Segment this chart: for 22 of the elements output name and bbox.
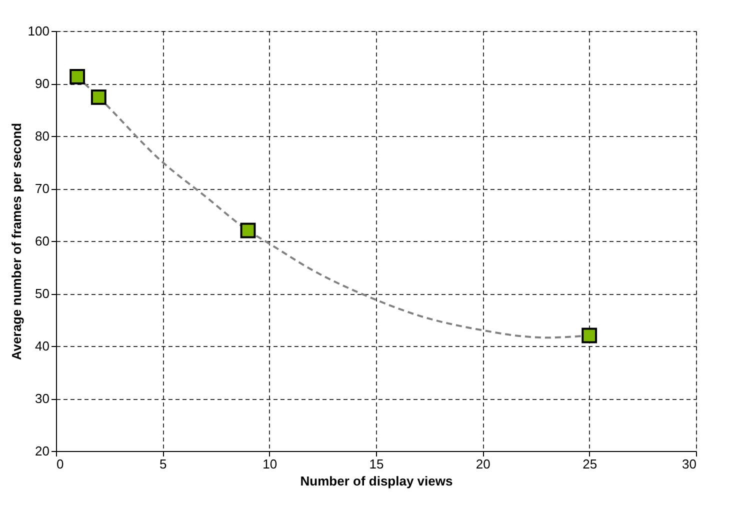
point	[240, 222, 256, 238]
y-tick-label: 30	[35, 391, 50, 406]
y-tick-label: 90	[35, 76, 50, 91]
x-axis-title: Number of display views	[300, 474, 453, 488]
y-axis-title: Average number of frames per second	[8, 122, 24, 360]
x-tick-label: 25	[582, 456, 598, 472]
x-tick-label: 15	[369, 456, 384, 472]
y-tick-label: 70	[35, 181, 50, 196]
y-tick-label: 80	[35, 128, 50, 144]
point	[582, 328, 598, 344]
point	[70, 68, 86, 84]
x-tick-label: 30	[682, 456, 696, 472]
x-tick-label: 0	[56, 456, 64, 472]
y-tick-label: 40	[35, 338, 50, 354]
y-tick-label: 50	[35, 286, 50, 301]
point	[90, 89, 106, 105]
x-tick-label: 20	[476, 456, 490, 472]
y-tick-label: 60	[35, 234, 50, 248]
x-tick-label: 5	[160, 456, 167, 472]
y-tick-label: 20	[35, 444, 50, 458]
x-tick-label: 10	[262, 456, 278, 472]
y-tick-label: 100	[28, 24, 50, 38]
